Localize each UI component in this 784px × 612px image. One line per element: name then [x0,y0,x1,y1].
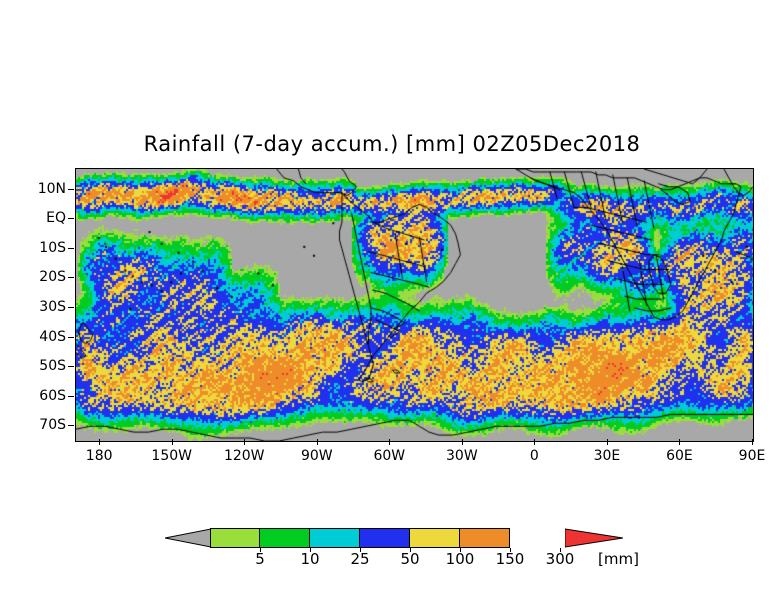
x-tick-label: 60W [373,448,406,464]
x-tick [316,439,318,445]
y-tick-label: EQ [46,210,66,227]
colorbar-tick [460,548,461,552]
x-tick [171,439,173,445]
y-tick [68,247,74,249]
colorbar-segment [460,528,510,548]
x-axis-ticks [75,439,753,445]
y-tick [68,425,74,427]
y-tick-label: 10N [37,180,66,197]
colorbar-segment [260,528,310,548]
x-tick-label: 30W [446,448,478,464]
map-plot-area [75,168,754,442]
y-tick [68,336,74,338]
y-axis-ticks [68,168,76,440]
colorbar-segments [210,528,510,548]
colorbar-tick [560,548,561,552]
y-tick [68,395,74,397]
colorbar-tick-label: 5 [255,550,265,568]
colorbar-tick-label: 150 [495,550,525,568]
colorbar-tick-label: 50 [400,550,420,568]
x-tick [752,439,753,445]
y-axis-labels: 10N EQ 10S 20S 30S 40S 50S 60S 70S [0,168,66,440]
colorbar-tick-label: 300 [545,550,575,568]
y-tick [68,277,74,279]
x-tick-label: 30E [593,448,621,464]
colorbar-unit-label: [mm] [598,550,639,568]
x-axis-labels: 180 150W 120W 90W 60W 30W 0 30E 60E 90E [75,446,766,470]
y-tick-label: 40S [39,328,66,345]
y-tick [68,188,74,190]
x-tick-label: 150W [151,448,192,464]
x-tick-label: 180 [85,448,113,464]
y-tick-label: 10S [39,239,66,256]
colorbar-tick [510,548,511,552]
y-tick [68,306,74,308]
y-tick [68,218,74,220]
y-tick-label: 20S [39,269,66,286]
colorbar-segment [360,528,410,548]
x-tick [461,439,463,445]
x-tick [99,439,101,445]
colorbar-tick [410,548,411,552]
y-tick-label: 50S [39,358,66,375]
page-title: Rainfall (7-day accum.) [mm] 02Z05Dec201… [143,132,641,156]
colorbar-tick-label: 25 [350,550,370,568]
x-tick [389,439,391,445]
colorbar-arrow-high-icon [565,528,623,548]
y-tick-label: 60S [39,387,66,404]
coastline-overlay [76,169,753,441]
colorbar-tick-label: 10 [300,550,320,568]
x-tick [679,439,681,445]
y-tick [68,366,74,368]
y-tick-label: 70S [39,417,66,434]
colorbar-arrow-low-icon [165,528,211,548]
x-tick [534,439,536,445]
x-tick-label: 90E [738,448,766,464]
x-tick-label: 60E [666,448,693,464]
y-tick-label: 30S [39,298,66,315]
colorbar-tick-label: 100 [445,550,475,568]
colorbar-tick [260,548,261,552]
colorbar-tick [310,548,311,552]
colorbar: 5 10 25 50 100 150 300 [mm] [0,520,784,580]
x-tick [244,439,246,445]
x-tick-label: 90W [300,448,333,464]
x-tick-label: 0 [529,448,539,464]
x-tick-label: 120W [223,448,265,464]
colorbar-segment [210,528,260,548]
colorbar-tick [360,548,361,552]
colorbar-segment [310,528,360,548]
x-tick [606,439,608,445]
colorbar-segment [410,528,460,548]
